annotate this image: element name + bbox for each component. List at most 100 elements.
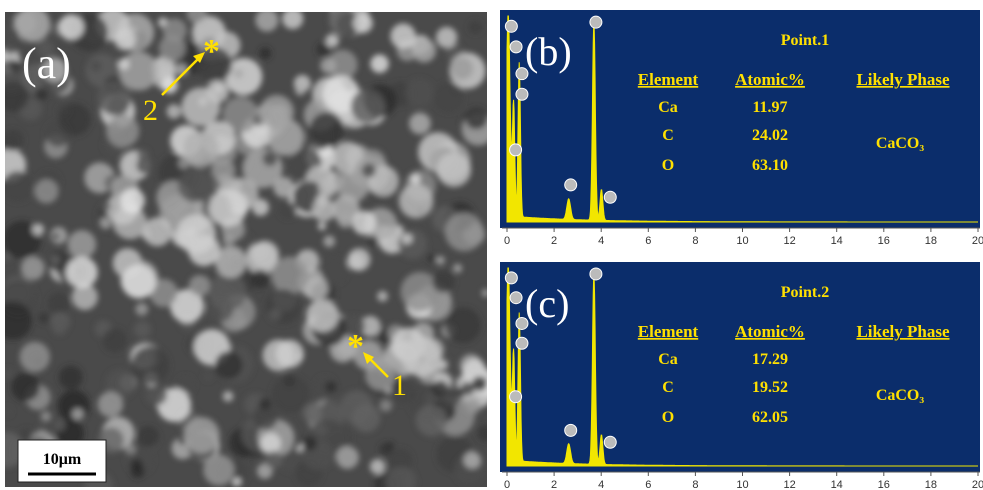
table-value: 62.05 xyxy=(752,409,788,426)
grain xyxy=(59,366,83,390)
peak-marker xyxy=(516,337,528,349)
marker-label: 1 xyxy=(392,369,407,402)
peak-marker xyxy=(510,144,522,156)
peak-marker xyxy=(590,268,602,280)
grain xyxy=(131,346,169,384)
grain xyxy=(482,289,490,297)
grain xyxy=(177,215,216,254)
peak-marker xyxy=(510,41,522,53)
grain xyxy=(136,157,153,174)
peak-marker xyxy=(565,179,577,191)
grain xyxy=(135,303,148,316)
grain xyxy=(34,179,58,203)
grain xyxy=(251,241,280,270)
grain xyxy=(187,3,207,23)
grain xyxy=(445,307,481,343)
grain xyxy=(405,78,434,107)
grain xyxy=(102,202,111,211)
grain xyxy=(276,340,304,368)
grain xyxy=(469,21,482,34)
grain xyxy=(130,459,142,471)
grain xyxy=(209,189,247,227)
grain xyxy=(106,115,139,148)
grain xyxy=(410,174,420,184)
grain xyxy=(427,254,435,262)
grain xyxy=(161,77,178,94)
grain xyxy=(120,188,145,213)
x-tick-label: 8 xyxy=(692,235,698,247)
grain xyxy=(206,80,229,103)
grain xyxy=(282,8,303,29)
grain xyxy=(55,420,66,431)
grain xyxy=(35,88,47,100)
marker-symbol: * xyxy=(347,328,364,365)
peak-marker xyxy=(505,20,517,32)
peak-marker xyxy=(590,16,602,28)
grain xyxy=(434,83,464,113)
grain xyxy=(323,235,335,247)
grain xyxy=(409,113,431,135)
grain xyxy=(441,389,460,408)
grain xyxy=(215,246,246,277)
grain xyxy=(178,168,213,203)
grain xyxy=(472,376,487,391)
grain xyxy=(103,328,127,352)
x-tick-label: 12 xyxy=(783,479,795,490)
grain xyxy=(306,299,339,332)
grain xyxy=(432,271,454,293)
grain xyxy=(465,398,481,414)
grain xyxy=(223,391,234,402)
grain xyxy=(114,29,135,50)
peak-marker xyxy=(516,88,528,100)
grain xyxy=(3,368,13,378)
grain xyxy=(260,95,294,129)
grain xyxy=(145,384,167,406)
grain xyxy=(279,201,296,218)
grain xyxy=(178,158,189,169)
grain xyxy=(401,337,441,377)
grain xyxy=(208,273,246,311)
grain xyxy=(303,436,317,450)
table-header: Atomic% xyxy=(735,70,805,89)
x-tick-label: 20 xyxy=(972,235,983,247)
grain xyxy=(377,291,388,302)
x-tick-label: 10 xyxy=(736,235,748,247)
marker-symbol: * xyxy=(203,33,220,70)
grain xyxy=(390,23,415,48)
grain xyxy=(32,224,44,236)
point-title: Point.1 xyxy=(781,32,829,49)
grain xyxy=(233,478,241,486)
spectrum-background xyxy=(500,10,980,228)
point-title: Point.2 xyxy=(781,284,829,301)
x-tick-label: 4 xyxy=(598,235,604,247)
x-tick-label: 14 xyxy=(831,235,843,247)
grain xyxy=(59,103,91,135)
grain xyxy=(380,399,392,411)
x-tick-label: 6 xyxy=(645,235,651,247)
grain xyxy=(6,8,15,17)
table-value: 11.97 xyxy=(752,99,787,116)
x-tick-label: 12 xyxy=(783,235,795,247)
grain xyxy=(51,232,59,240)
grain xyxy=(325,381,337,393)
spectrum-panel: 02468101214161820(c)Point.2ElementAtomic… xyxy=(500,262,983,490)
grain xyxy=(353,13,373,33)
grain xyxy=(284,375,295,386)
table-value: 24.02 xyxy=(752,127,788,144)
grain xyxy=(362,164,376,178)
table-header: Atomic% xyxy=(735,322,805,341)
grain xyxy=(90,60,101,71)
peak-marker xyxy=(510,391,522,403)
grain xyxy=(262,151,277,166)
x-tick-label: 16 xyxy=(878,479,890,490)
grain xyxy=(259,47,271,59)
grain xyxy=(38,312,49,323)
x-tick-label: 8 xyxy=(692,479,698,490)
x-tick-label: 0 xyxy=(504,479,510,490)
spectrum-background xyxy=(500,262,980,472)
grain xyxy=(465,107,487,129)
grain xyxy=(184,417,220,453)
grain xyxy=(260,433,281,454)
grain xyxy=(98,392,124,418)
grain xyxy=(211,159,234,182)
